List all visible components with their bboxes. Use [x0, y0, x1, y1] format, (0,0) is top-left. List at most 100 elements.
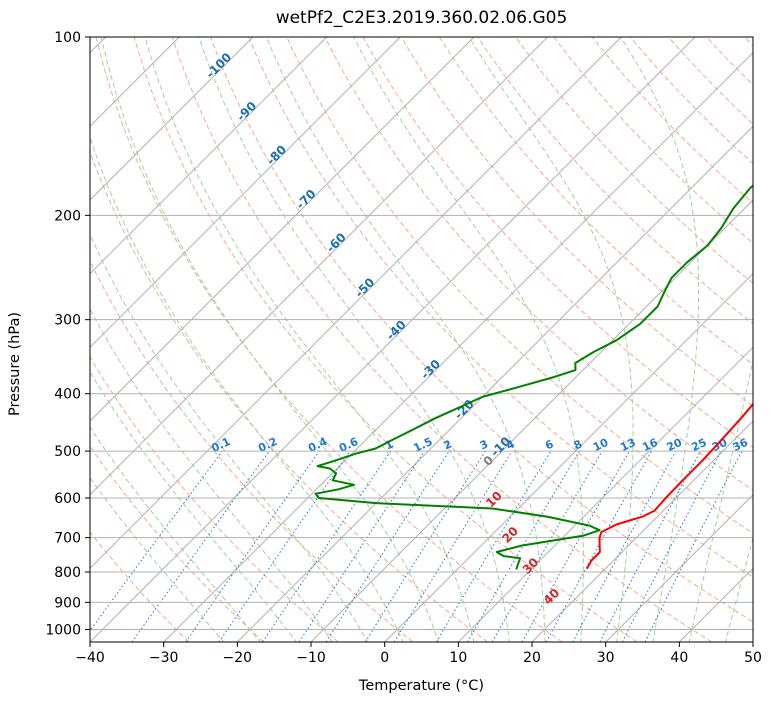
moist-adiabat: [620, 37, 700, 642]
dry-adiabat: [668, 37, 753, 125]
moist-adiabat: [90, 476, 225, 642]
dry-adiabat: [171, 37, 712, 642]
dry-adiabat: [515, 37, 753, 284]
mixing-ratio-label: 13: [618, 436, 637, 454]
dry-adiabat: [324, 37, 753, 491]
x-axis-label: Temperature (°C): [358, 678, 485, 694]
dry-adiabat-label: -50: [352, 275, 377, 300]
temperature-profile-line: [585, 402, 753, 570]
mixing-ratio-line: [599, 450, 701, 642]
dry-adiabat: [248, 37, 753, 578]
mixing-ratio-line: [131, 450, 270, 642]
y-tick-label: 100: [54, 30, 81, 46]
isotherm: [236, 125, 753, 642]
moist-adiabat: [198, 37, 510, 642]
isotherm: [90, 37, 622, 570]
moist-adiabat: [266, 37, 546, 642]
mixing-ratio-line: [325, 450, 450, 642]
y-tick-label: 600: [54, 491, 81, 507]
isotherm: [605, 493, 753, 642]
dry-adiabat: [90, 150, 488, 642]
x-tick-label: −10: [296, 650, 326, 666]
dry-adiabat: [744, 37, 753, 47]
isotherm: [163, 51, 753, 642]
moist-adiabat: [353, 37, 584, 642]
isotherm: [90, 37, 401, 349]
mixing-ratio-line: [218, 450, 351, 642]
y-tick-label: 300: [54, 313, 81, 329]
dry-adiabat-label: -100: [203, 50, 234, 81]
y-tick-label: 800: [54, 565, 81, 581]
plot-frame: [89, 36, 754, 643]
plot-lines-group: 0.1 0.2 0.4 0.6 1 1.5 2 3 4 6 8 10 13 16 20 25 30 36-100-…: [90, 37, 753, 642]
isotherm: [90, 37, 254, 201]
isotherm: [90, 37, 328, 275]
moist-adiabat: [688, 358, 753, 642]
dry-adiabat: [706, 37, 753, 86]
x-tick-label: 10: [449, 650, 467, 666]
moist-adiabat: [90, 426, 261, 642]
moist-adiabat: [90, 308, 333, 642]
mixing-ratio-label: 20: [665, 436, 685, 454]
dry-adiabat: [362, 37, 753, 449]
mixing-ratio-line: [298, 450, 425, 642]
dry-adiabat-label: -40: [384, 318, 409, 343]
mixing-ratio-line: [185, 450, 320, 642]
mixing-ratio-label: 0.1: [209, 435, 232, 455]
isotherm: [90, 37, 696, 642]
dry-adiabat: [133, 37, 638, 642]
dry-adiabat: [438, 37, 753, 366]
y-tick-label: 500: [54, 444, 81, 460]
dry-adiabat: [210, 37, 753, 623]
mixing-ratio-line: [521, 450, 630, 642]
dry-adiabat: [95, 37, 563, 642]
mixing-ratio-label: 16: [640, 436, 660, 454]
mixing-ratio-label: 0.6: [337, 435, 360, 455]
x-tick-label: 40: [670, 650, 688, 666]
dry-adiabat: [400, 37, 753, 407]
y-tick-label: 200: [54, 208, 81, 224]
mixing-ratio-line: [572, 450, 677, 642]
moist-adiabat-label: 20: [499, 524, 521, 546]
isotherm: [678, 567, 753, 642]
isotherm: [752, 641, 753, 642]
dry-adiabat: [90, 531, 190, 642]
dry-adiabat: [90, 356, 339, 642]
mixing-ratio-line: [393, 450, 513, 642]
moist-adiabat: [468, 37, 634, 642]
dry-adiabat: [553, 37, 753, 244]
moist-adiabat-label: 40: [541, 586, 563, 608]
moist-adiabat-label: 30: [520, 555, 542, 577]
dry-adiabat: [90, 259, 414, 642]
dry-adiabat: [591, 37, 753, 204]
y-tick-label: 700: [54, 531, 81, 547]
mixing-ratio-label: 1.5: [411, 435, 434, 455]
x-tick-label: 0: [380, 650, 389, 666]
mixing-ratio-label: 6: [543, 437, 556, 452]
isotherm: [531, 420, 753, 642]
x-tick-label: −40: [75, 650, 105, 666]
mixing-ratio-line: [644, 450, 743, 642]
dry-adiabat-label: -60: [324, 230, 349, 255]
moist-adiabat: [90, 135, 404, 642]
moist-adiabat: [90, 233, 369, 642]
dry-adiabat-label: -30: [418, 357, 443, 382]
dry-adiabat-label: -80: [264, 142, 289, 167]
moist-adiabat: [90, 370, 297, 642]
moist-adiabat: [100, 37, 440, 642]
x-tick-label: −30: [149, 650, 179, 666]
x-tick-label: 50: [744, 650, 762, 666]
mixing-ratio-label: 2: [442, 437, 454, 452]
isotherm: [457, 346, 753, 642]
x-tick-label: −20: [223, 650, 253, 666]
x-tick-label: 20: [523, 650, 541, 666]
mixing-ratio-line: [435, 450, 552, 642]
isotherm: [90, 37, 475, 422]
mixing-ratio-label: 36: [731, 436, 751, 454]
moist-adiabat: [725, 536, 753, 642]
mixing-ratio-label: 25: [689, 436, 708, 454]
mixing-ratio-line: [621, 450, 722, 642]
y-axis-label: Pressure (hPa): [7, 312, 23, 417]
y-tick-label: 400: [54, 387, 81, 403]
